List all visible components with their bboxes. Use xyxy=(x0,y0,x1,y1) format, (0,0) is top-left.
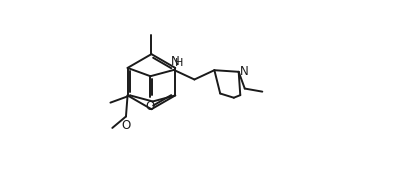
Text: N: N xyxy=(240,65,249,78)
Text: O: O xyxy=(121,119,130,132)
Text: O: O xyxy=(146,100,155,113)
Text: H: H xyxy=(174,58,183,68)
Text: N: N xyxy=(171,55,180,68)
